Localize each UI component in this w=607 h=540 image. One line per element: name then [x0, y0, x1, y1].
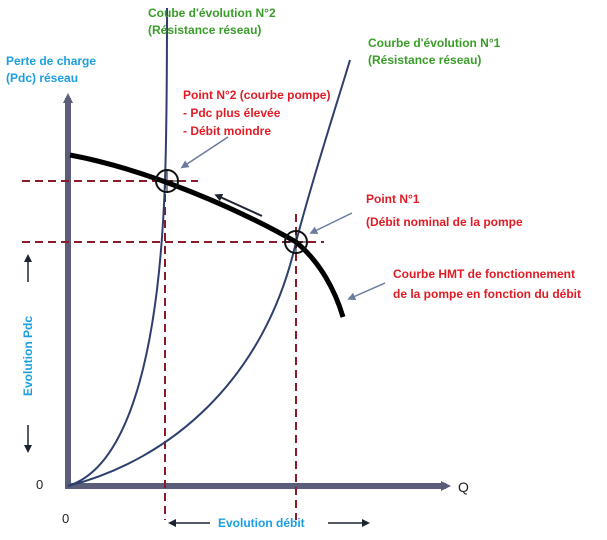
curve1-label: Courbe d'évolution N°1 (Résistance résea… — [368, 36, 504, 67]
network-curve-2 — [67, 7, 168, 487]
hmt-curve-label: Courbe HMT de fonctionnement de la pompe… — [393, 267, 581, 301]
x-evolution-label: Evolution débit — [218, 516, 305, 530]
y-axis-title: Perte de charge (Pdc) réseau — [6, 54, 99, 85]
point1-label: Point N°1 (Débit nominal de la pompe — [366, 192, 523, 229]
pump-hmt-curve — [69, 152, 346, 318]
network-curve-1 — [67, 59, 351, 487]
hmt-pointer-arrow — [347, 282, 386, 301]
point1-pointer-arrow — [309, 212, 353, 234]
x-axis-label: Q — [458, 479, 469, 495]
y-evolution-label: Evolution Pdc — [21, 316, 35, 396]
point2-pointer-arrow — [180, 136, 229, 169]
curve2-label: Coube d'évolution N°2 (Résistance réseau… — [148, 6, 279, 37]
origin-y-label: 0 — [36, 477, 43, 492]
origin-x-label: 0 — [62, 511, 69, 526]
pump-curve-direction-arrow — [214, 194, 263, 217]
operating-point-2 — [155, 169, 179, 193]
operating-point-1 — [284, 230, 308, 254]
point2-label: Point N°2 (courbe pompe) - Pdc plus élev… — [183, 88, 334, 138]
